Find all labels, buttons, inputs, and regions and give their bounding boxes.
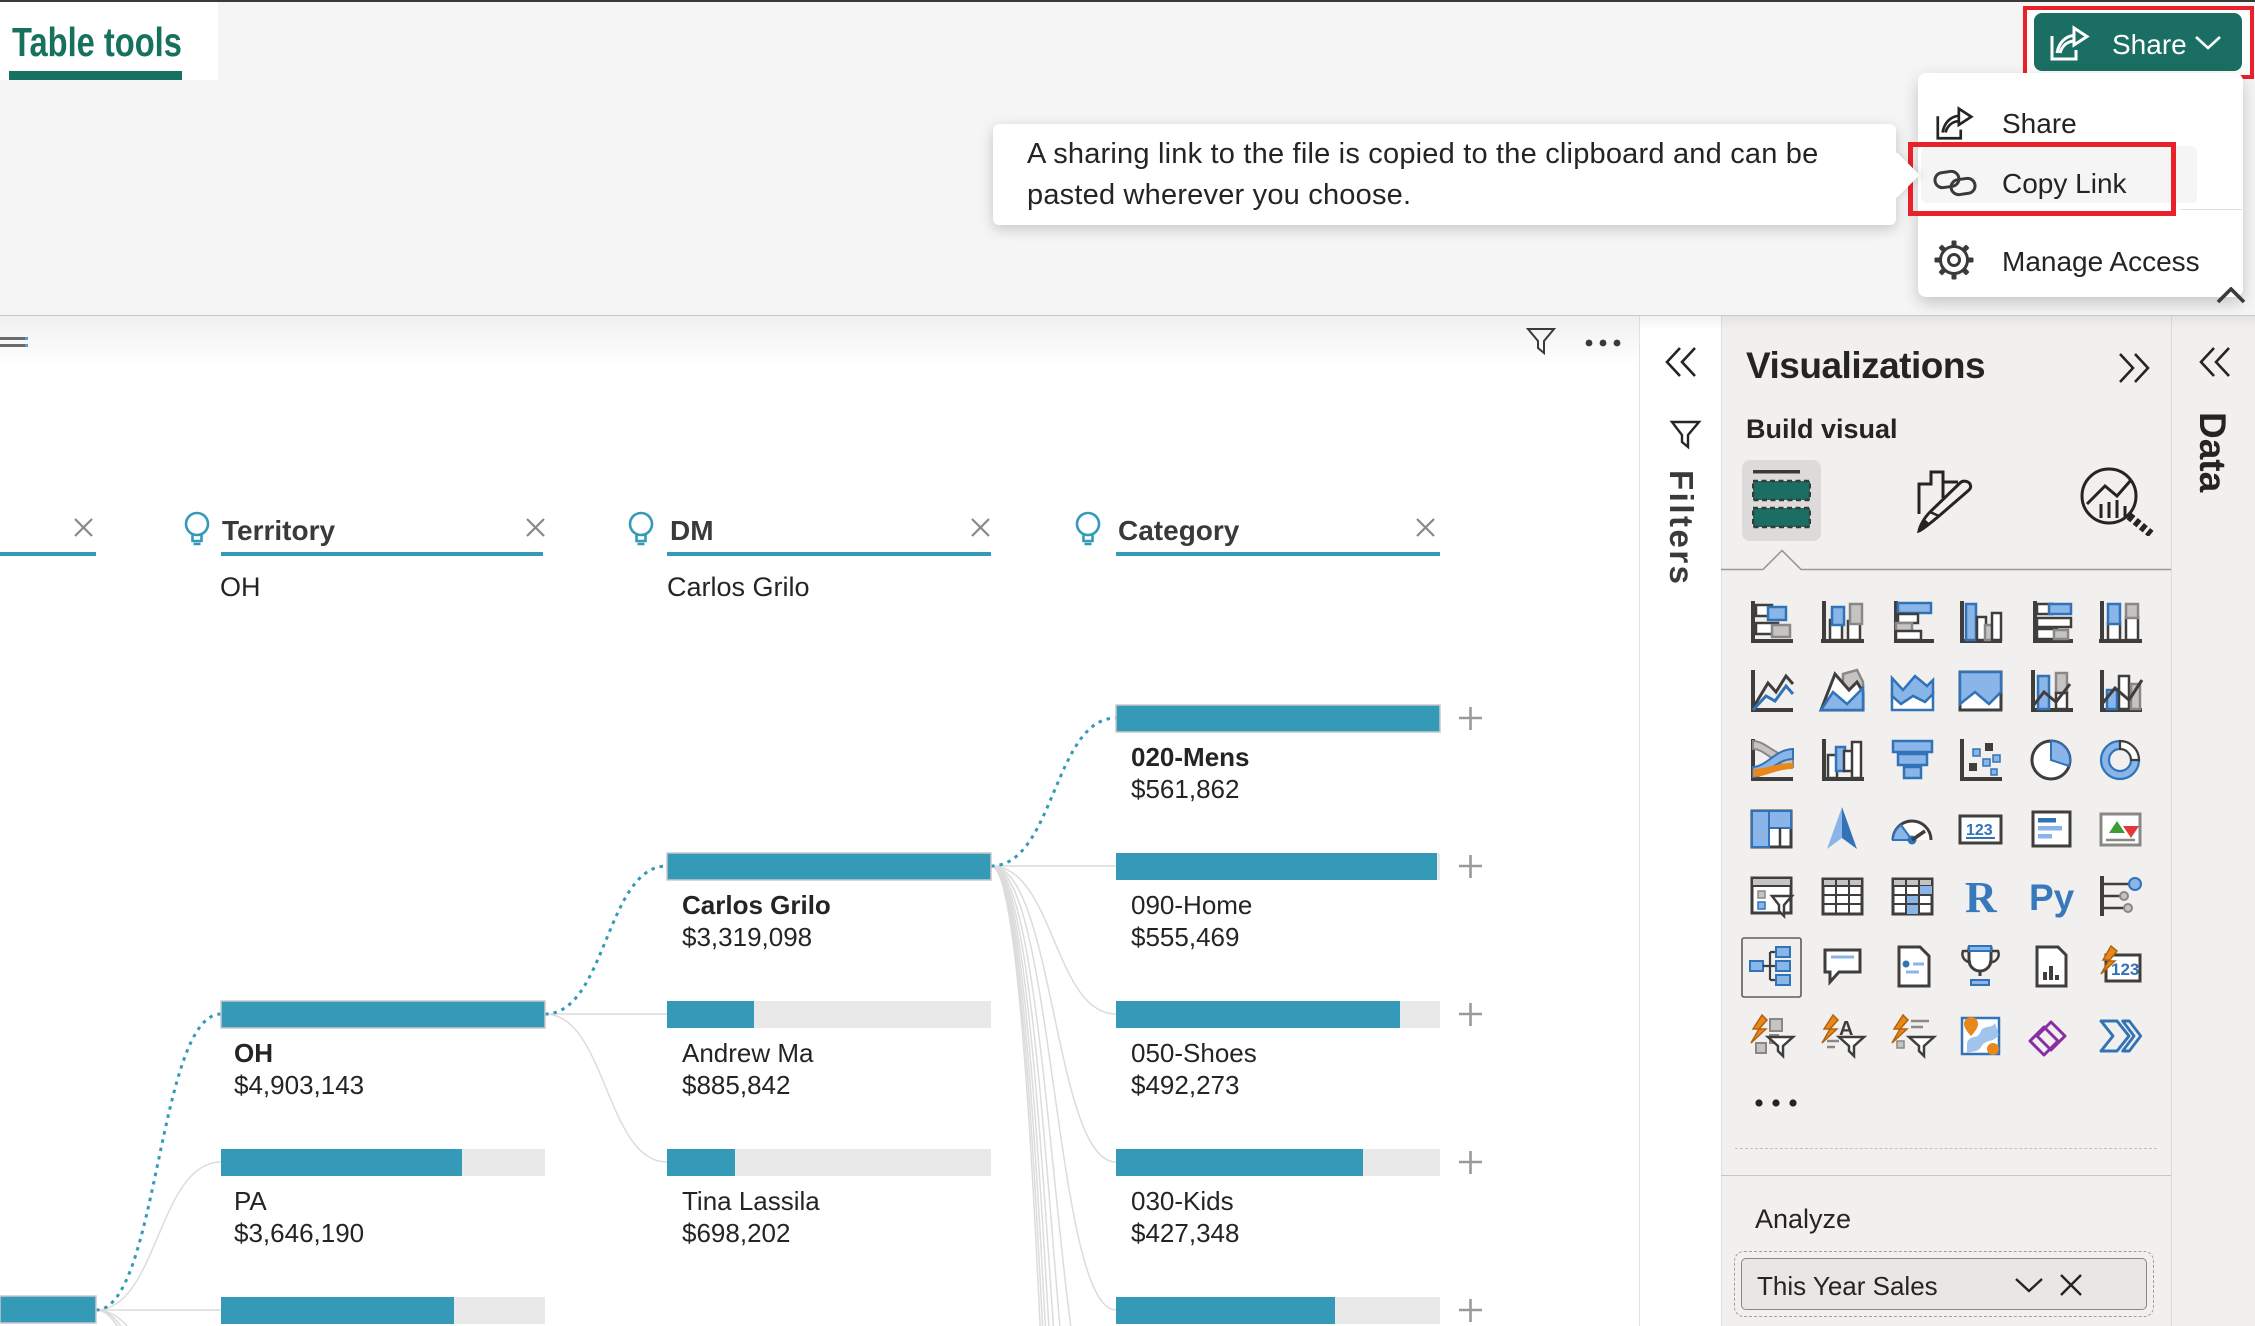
svg-text:$885,842: $885,842	[682, 1070, 790, 1100]
svg-text:PA: PA	[234, 1186, 267, 1216]
svg-text:$561,862: $561,862	[1131, 774, 1239, 804]
svg-text:A: A	[1839, 1018, 1853, 1040]
svg-text:OH: OH	[220, 572, 261, 602]
svg-text:Py: Py	[2029, 877, 2075, 918]
svg-text:$698,202: $698,202	[682, 1218, 790, 1248]
svg-text:$3,646,190: $3,646,190	[234, 1218, 364, 1248]
svg-text:Carlos Grilo: Carlos Grilo	[667, 572, 810, 602]
svg-text:123: 123	[2111, 960, 2139, 979]
svg-text:Tina Lassila: Tina Lassila	[682, 1186, 820, 1216]
svg-text:$4,903,143: $4,903,143	[234, 1070, 364, 1100]
svg-text:Andrew Ma: Andrew Ma	[682, 1038, 814, 1068]
svg-text:DM: DM	[670, 515, 714, 546]
svg-text:OH: OH	[234, 1038, 273, 1068]
svg-text:R: R	[1965, 873, 1998, 922]
svg-text:030-Kids: 030-Kids	[1131, 1186, 1234, 1216]
svg-text:$555,469: $555,469	[1131, 922, 1239, 952]
svg-text:090-Home: 090-Home	[1131, 890, 1252, 920]
svg-text:Category: Category	[1118, 515, 1240, 546]
svg-text:050-Shoes: 050-Shoes	[1131, 1038, 1257, 1068]
svg-text:123: 123	[1966, 822, 1993, 839]
svg-text:020-Mens: 020-Mens	[1131, 742, 1250, 772]
svg-text:$3,319,098: $3,319,098	[682, 922, 812, 952]
svg-text:Carlos Grilo: Carlos Grilo	[682, 890, 831, 920]
svg-text:$427,348: $427,348	[1131, 1218, 1239, 1248]
svg-text:Territory: Territory	[222, 515, 335, 546]
svg-text:$492,273: $492,273	[1131, 1070, 1239, 1100]
